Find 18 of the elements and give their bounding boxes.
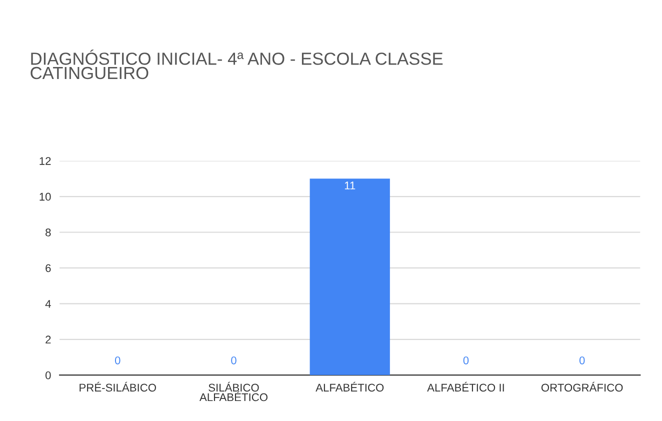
- y-tick-label: 0: [46, 371, 51, 380]
- x-tick-label: PRÉ-SILÁBICO: [80, 382, 156, 392]
- y-tick-label: 8: [46, 228, 51, 236]
- data-label: 0: [114, 356, 120, 364]
- y-tick-label: 10: [40, 192, 51, 201]
- data-label: 0: [231, 356, 236, 364]
- x-tick-label: SILÁBICO ALFABÉTICO: [200, 382, 268, 402]
- y-tick-label: 6: [46, 264, 51, 272]
- data-label: 0: [463, 356, 469, 364]
- x-tick-label: ALFABÉTICO: [316, 382, 384, 392]
- data-label: 11: [344, 182, 356, 190]
- y-tick-label: 2: [46, 336, 51, 344]
- y-tick-label: 4: [45, 300, 51, 308]
- x-tick-label: ORTOGRÁFICO: [541, 382, 623, 392]
- x-tick-label: ALFABÉTICO II: [427, 382, 504, 392]
- y-tick-label: 12: [40, 157, 51, 165]
- chart-title: DIAGNÓSTICO INICIAL- 4ª ANO - ESCOLA CLASSE CATINGUEIRO: [30, 50, 443, 80]
- data-label: 0: [579, 356, 585, 364]
